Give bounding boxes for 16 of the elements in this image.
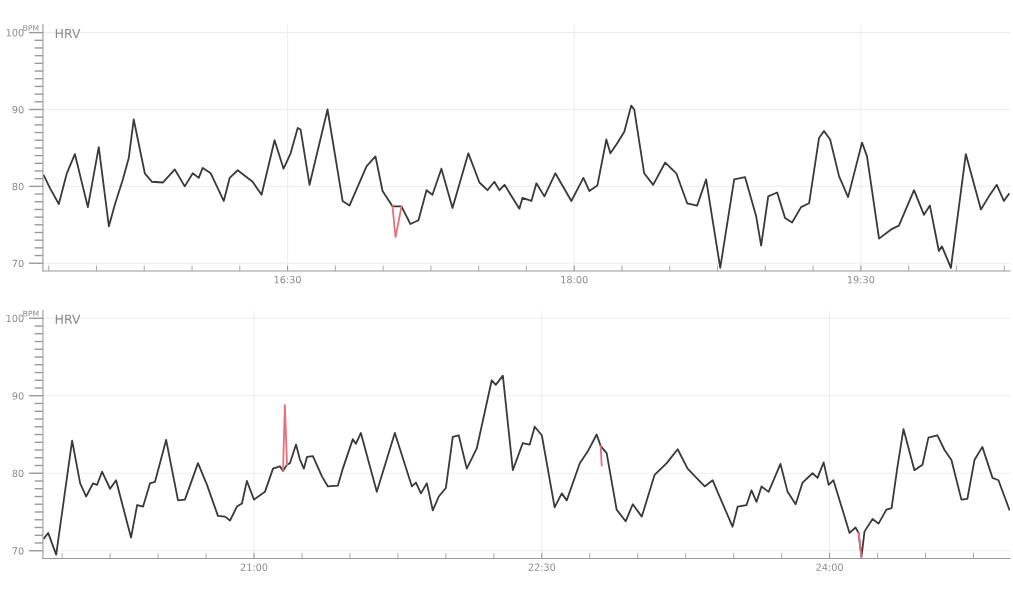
chart-title: HRV xyxy=(55,314,81,324)
x-tick-label: 18:00 xyxy=(561,275,588,284)
x-tick-label: 19:30 xyxy=(847,275,875,284)
x-tick-label: 16:30 xyxy=(274,275,301,284)
y-tick-label: 80 xyxy=(12,469,24,478)
y-tick-label: 80 xyxy=(12,182,24,191)
y-tick-label: 100 xyxy=(6,29,24,37)
x-tick-label: 21:00 xyxy=(240,563,268,571)
chart-title: HRV xyxy=(55,28,81,39)
y-tick-label: 90 xyxy=(12,392,24,400)
y-tick-label: 70 xyxy=(12,547,24,555)
x-tick-label: 24:00 xyxy=(816,563,843,571)
y-tick-label: 100 xyxy=(6,314,24,323)
x-tick-label: 22:30 xyxy=(528,563,556,571)
y-tick-label: 90 xyxy=(12,105,24,114)
y-tick-label: 70 xyxy=(12,259,24,268)
